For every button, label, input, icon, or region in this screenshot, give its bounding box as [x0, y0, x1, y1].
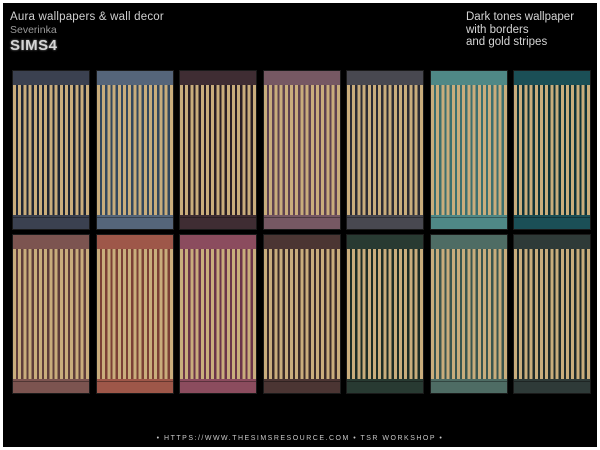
header-left: Aura wallpapers & wall decor Severinka S…: [10, 11, 164, 54]
wallpaper-swatch: [262, 70, 341, 230]
swatch-bottom-border: [96, 215, 173, 229]
swatch-bottom-border: [180, 215, 256, 229]
swatch-gold-stripes: [430, 249, 507, 379]
swatch-top-border: [430, 71, 507, 85]
swatch-top-border: [263, 71, 340, 85]
wallpaper-swatch: [95, 70, 174, 230]
swatch-top-border: [263, 235, 340, 249]
wallpaper-swatch: [346, 70, 424, 230]
wallpaper-swatch: [179, 234, 257, 394]
swatch-bottom-border: [263, 215, 340, 229]
wallpaper-swatch: [429, 234, 508, 394]
wallpaper-swatch: [429, 70, 508, 230]
swatch-gold-stripes: [13, 249, 89, 379]
preview-canvas: Aura wallpapers & wall decor Severinka S…: [3, 3, 597, 447]
wallpaper-swatch: [513, 234, 591, 394]
swatch-top-border: [13, 71, 89, 85]
swatch-top-border: [430, 235, 507, 249]
swatch-gold-stripes: [13, 85, 89, 215]
description-line: with borders: [466, 23, 529, 36]
swatch-gold-stripes: [96, 85, 173, 215]
author-name: Severinka: [10, 24, 57, 36]
swatch-gold-stripes: [263, 249, 340, 379]
swatch-bottom-border: [13, 215, 89, 229]
swatch-gold-stripes: [180, 85, 256, 215]
wallpaper-swatch: [262, 234, 341, 394]
swatch-bottom-border: [96, 379, 173, 393]
swatch-gold-stripes: [263, 85, 340, 215]
wallpaper-swatch: [346, 234, 424, 394]
swatch-top-border: [180, 71, 256, 85]
swatch-top-border: [347, 71, 423, 85]
sims4-logo: SIMS4: [10, 37, 58, 54]
swatch-top-border: [96, 235, 173, 249]
swatch-bottom-border: [13, 379, 89, 393]
swatch-top-border: [96, 71, 173, 85]
description: Dark tones wallpaper with borders and go…: [466, 11, 596, 49]
swatch-top-border: [514, 71, 590, 85]
swatch-bottom-border: [347, 379, 423, 393]
description-line: Dark tones wallpaper: [466, 11, 575, 23]
swatch-gold-stripes: [180, 249, 256, 379]
swatch-gold-stripes: [430, 85, 507, 215]
wallpaper-swatch: [12, 234, 90, 394]
swatch-bottom-border: [514, 215, 590, 229]
wallpaper-swatch: [179, 70, 257, 230]
swatch-gold-stripes: [514, 85, 590, 215]
swatch-top-border: [180, 235, 256, 249]
footer-credit: • HTTPS://WWW.THESIMSRESOURCE.COM • TSR …: [156, 435, 444, 442]
collection-title: Aura wallpapers & wall decor: [10, 11, 164, 23]
swatch-bottom-border: [180, 379, 256, 393]
swatch-gold-stripes: [96, 249, 173, 379]
swatch-gold-stripes: [347, 85, 423, 215]
swatch-bottom-border: [430, 379, 507, 393]
swatch-top-border: [13, 235, 89, 249]
swatch-grid: [12, 66, 592, 394]
wallpaper-swatch: [513, 70, 591, 230]
description-line: and gold stripes: [466, 36, 548, 48]
swatch-bottom-border: [430, 215, 507, 229]
swatch-top-border: [514, 235, 590, 249]
wallpaper-swatch: [95, 234, 174, 394]
wallpaper-swatch: [12, 70, 90, 230]
swatch-bottom-border: [514, 379, 590, 393]
swatch-top-border: [347, 235, 423, 249]
swatch-gold-stripes: [347, 249, 423, 379]
swatch-bottom-border: [263, 379, 340, 393]
swatch-bottom-border: [347, 215, 423, 229]
swatch-gold-stripes: [514, 249, 590, 379]
